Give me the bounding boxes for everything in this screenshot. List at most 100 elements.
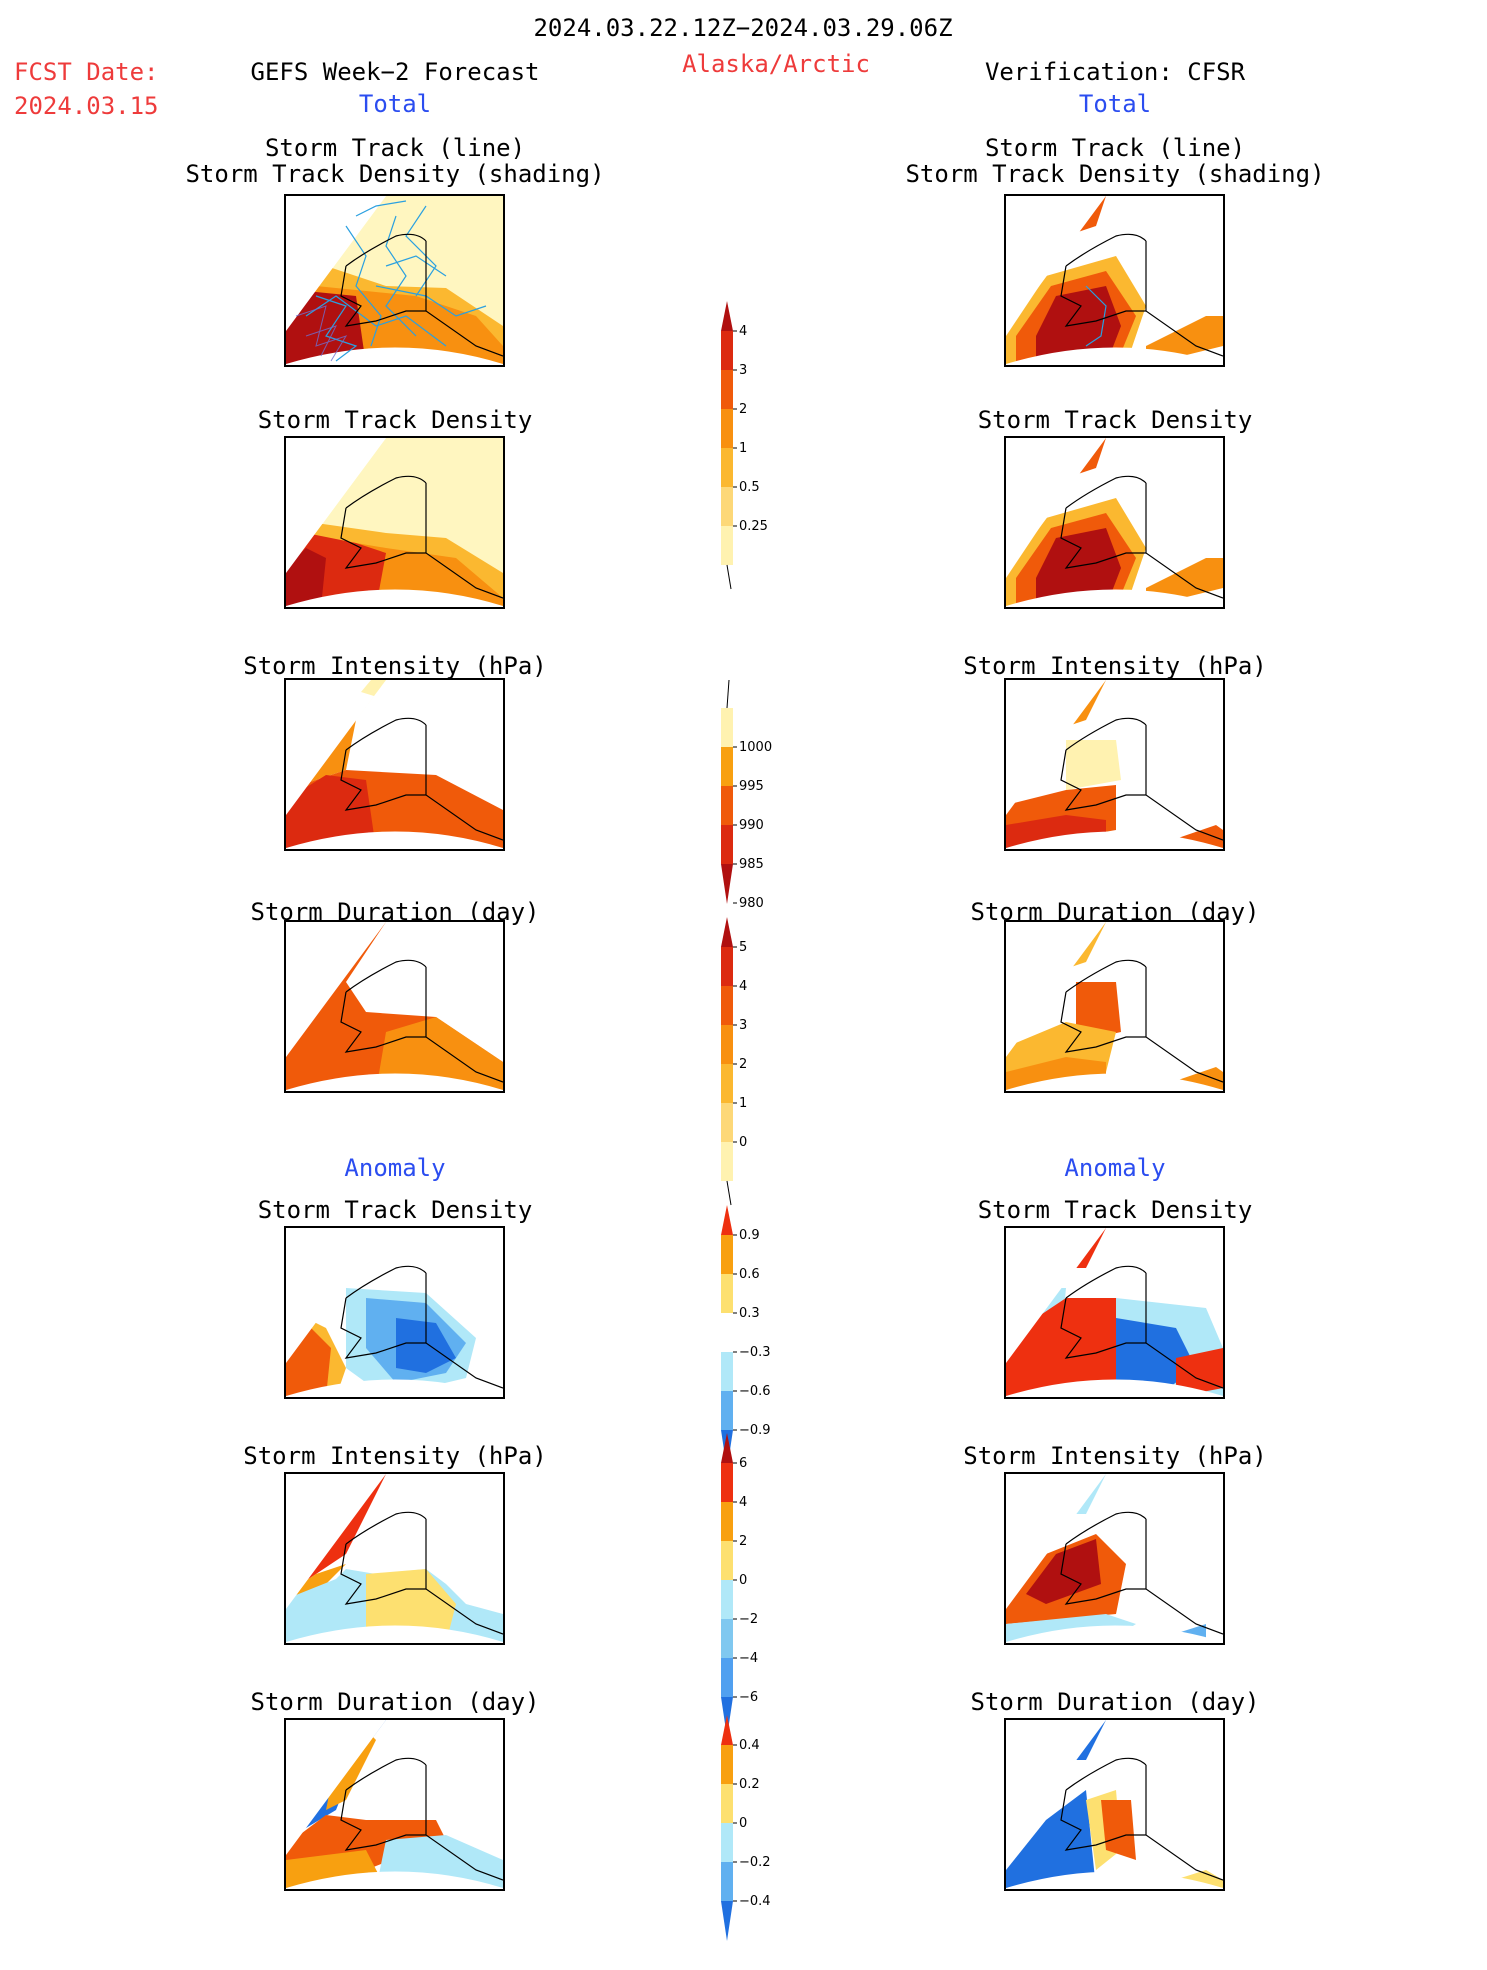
map-verification-anom-duration [1004,1718,1225,1891]
map-verification-intensity [1004,678,1225,851]
left-panel1-title2: Storm Track Density (shading) [185,160,605,188]
colorbar-label: 6 [739,1456,747,1471]
fcst-date-label: FCST Date: [14,58,159,86]
colorbar-segment [721,1142,733,1181]
right-anomaly-heading: Anomaly [1064,1154,1166,1182]
colorbar-segment [721,947,733,986]
colorbar-segment [721,448,733,487]
map-verification-duration [1004,920,1225,1093]
colorbar-label: 980 [739,896,764,911]
colorbar-label: 0.6 [739,1267,760,1282]
left-panel6-title: Storm Intensity (hPa) [243,1442,547,1470]
colorbar-label: 995 [739,779,764,794]
region-title: Alaska/Arctic [682,50,870,78]
map-forecast-anom-intensity [284,1472,505,1645]
colorbar-segment [721,1463,733,1502]
colorbar-segment [721,1541,733,1580]
colorbar-label: 985 [739,857,764,872]
colorbar-segment [721,409,733,448]
left-panel1-title1: Storm Track (line) [264,134,526,162]
right-panel3-title: Storm Intensity (hPa) [963,652,1267,680]
colorbar-label: 0.5 [739,480,760,495]
colorbar-label: 4 [739,979,747,994]
verification-total-label: Total [1078,90,1152,118]
colorbar-label: −6 [739,1690,758,1705]
colorbar-label: 0.9 [739,1228,760,1243]
colorbar-segment [721,708,733,747]
colorbar-label: 2 [739,1534,747,1549]
colorbar-label: 0.25 [739,519,768,534]
colorbar-label: 0 [739,1135,747,1150]
colorbar-top-arrow [721,1433,733,1463]
colorbar-segment [721,1025,733,1064]
colorbar-segment [721,1745,733,1784]
colorbar-segment [721,1862,733,1901]
right-panel7-title: Storm Duration (day) [970,1688,1260,1716]
map-verification-anom-density [1004,1226,1225,1399]
colorbar-label: 0.2 [739,1777,760,1792]
colorbar-bottom-arrow [721,1901,733,1941]
colorbar-label: 1 [739,1096,747,1111]
forecast-model-title: GEFS Week−2 Forecast [250,58,540,86]
colorbar-segment [721,1064,733,1103]
colorbar-segment [721,331,733,370]
colorbar-label: 0 [739,1573,747,1588]
colorbar-label: 0 [739,1816,747,1831]
colorbar-label: 3 [739,363,747,378]
colorbar-bottom-tail [726,1180,732,1206]
colorbar-segment [721,1391,733,1430]
colorbar-segment [721,747,733,786]
colorbar-segment [721,1103,733,1142]
map-forecast-intensity [284,678,505,851]
period-title: 2024.03.22.12Z−2024.03.29.06Z [533,14,953,42]
right-panel6-title: Storm Intensity (hPa) [963,1442,1267,1470]
colorbar-label: 2 [739,1057,747,1072]
map-verification-anom-intensity [1004,1472,1225,1645]
colorbar-label: 2 [739,402,747,417]
colorbar-label: 0.4 [739,1738,760,1753]
map-forecast-anom-density [284,1226,505,1399]
colorbar-bottom-tail [726,564,732,590]
map-forecast-track-density [284,194,505,367]
fcst-date-value: 2024.03.15 [14,92,159,120]
left-anomaly-heading: Anomaly [344,1154,446,1182]
colorbar-segment [721,986,733,1025]
colorbar-segment [721,1352,733,1391]
colorbar-svg: 6 4 2 0 −2 −4 −6 [721,1433,758,1737]
colorbar-segment [721,786,733,825]
colorbar-label: −4 [739,1651,758,1666]
colorbar-bottom-arrow [721,864,733,904]
map-forecast-duration [284,920,505,1093]
forecast-total-label: Total [358,90,432,118]
map-verification-track-density [1004,194,1225,367]
colorbar-label: 4 [739,324,747,339]
right-panel1-title2: Storm Track Density (shading) [905,160,1325,188]
colorbar-top-tail [726,679,730,709]
colorbar-label: −0.9 [739,1423,771,1438]
colorbar-label: −2 [739,1612,758,1627]
colorbar-label: −0.2 [739,1855,771,1870]
right-panel5-title: Storm Track Density [977,1196,1253,1224]
colorbar-segment [721,1313,733,1352]
colorbar-label: 4 [739,1495,747,1510]
colorbar-label: 5 [739,940,747,955]
colorbar-segment [721,526,733,565]
colorbar-svg: 0.9 0.6 0.3 −0.3 −0.6 −0.9 [721,1205,771,1470]
colorbar-segment [721,1823,733,1862]
verification-title: Verification: CFSR [984,58,1246,86]
colorbar-svg: 5 4 3 2 1 0 [721,917,747,1206]
colorbar-label: 1000 [739,740,772,755]
left-panel2-title: Storm Track Density [257,406,533,434]
colorbar-label: 1 [739,441,747,456]
colorbar-svg: 1000 995 990 985 980 [721,679,772,911]
left-panel7-title: Storm Duration (day) [250,1688,540,1716]
colorbar-label: 3 [739,1018,747,1033]
colorbar-top-arrow [721,917,733,947]
colorbar-segment [721,487,733,526]
colorbar-segment [721,370,733,409]
colorbar-label: 990 [739,818,764,833]
colorbar-segment [721,1619,733,1658]
colorbar-segment [721,1274,733,1313]
right-panel2-title: Storm Track Density [977,406,1253,434]
colorbar-segment [721,1235,733,1274]
